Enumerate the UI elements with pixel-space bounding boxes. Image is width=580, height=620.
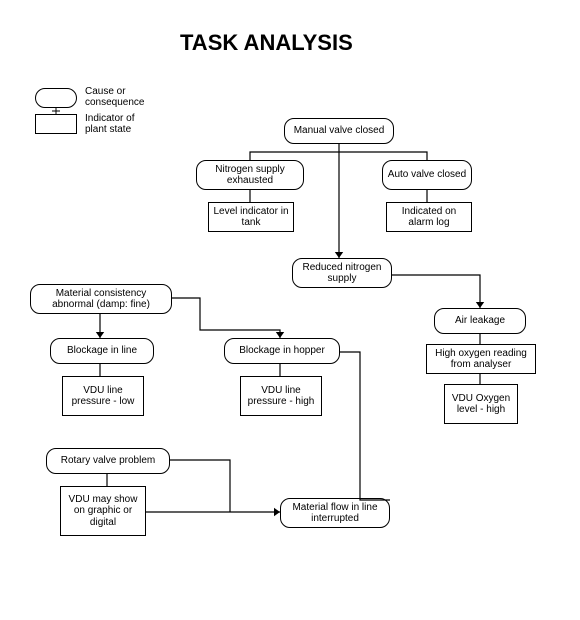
legend-label-0: Cause orconsequence	[85, 86, 145, 108]
legend-label-1: Indicator ofplant state	[85, 113, 134, 135]
node-air_leak: Air leakage	[434, 308, 526, 334]
node-manual_valve: Manual valve closed	[284, 118, 394, 144]
node-mat_flow: Material flow in line interrupted	[280, 498, 390, 528]
node-vdu_graphic: VDU may show on graphic or digital	[60, 486, 146, 536]
node-vdu_o2: VDU Oxygen level - high	[444, 384, 518, 424]
node-auto_valve: Auto valve closed	[382, 160, 472, 190]
node-vdu_low: VDU line pressure - low	[62, 376, 144, 416]
node-block_hopper: Blockage in hopper	[224, 338, 340, 364]
legend-shape-0	[35, 88, 77, 108]
node-rotary: Rotary valve problem	[46, 448, 170, 474]
legend-shape-1	[35, 114, 77, 134]
node-reduced_n2: Reduced nitrogen supply	[292, 258, 392, 288]
node-n2_exhausted: Nitrogen supply exhausted	[196, 160, 304, 190]
node-alarm_log: Indicated on alarm log	[386, 202, 472, 232]
node-level_ind: Level indicator in tank	[208, 202, 294, 232]
page-title: TASK ANALYSIS	[180, 30, 353, 56]
node-block_line: Blockage in line	[50, 338, 154, 364]
node-mat_cons: Material consistency abnormal (damp: fin…	[30, 284, 172, 314]
node-vdu_high: VDU line pressure - high	[240, 376, 322, 416]
node-o2_reading: High oxygen reading from analyser	[426, 344, 536, 374]
